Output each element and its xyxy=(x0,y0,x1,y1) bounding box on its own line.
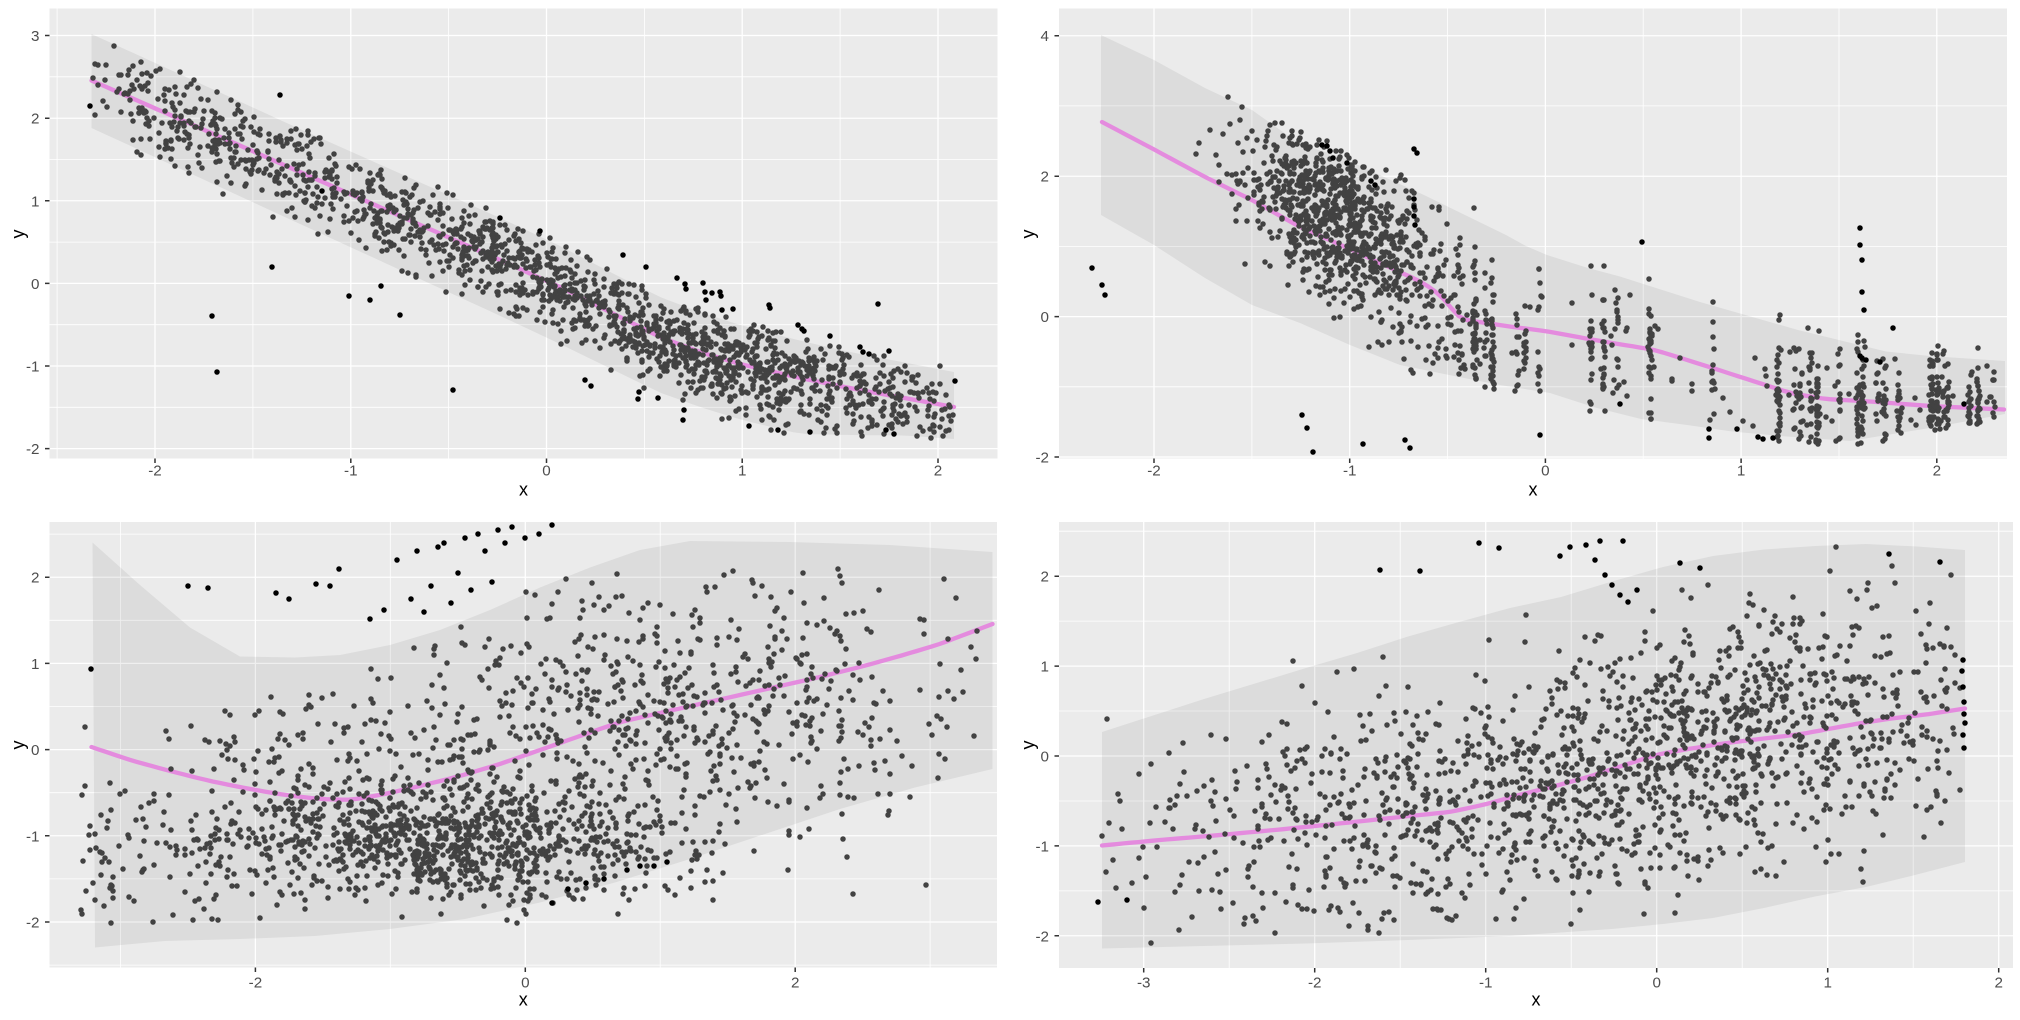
svg-text:y: y xyxy=(8,230,28,239)
svg-text:-1: -1 xyxy=(344,463,358,480)
svg-text:1: 1 xyxy=(738,463,746,480)
svg-text:-1: -1 xyxy=(26,359,40,376)
svg-text:2: 2 xyxy=(1933,463,1941,480)
svg-text:1: 1 xyxy=(1737,463,1745,480)
svg-text:0: 0 xyxy=(542,463,550,480)
svg-text:-2: -2 xyxy=(1035,450,1049,467)
svg-text:4: 4 xyxy=(1041,28,1049,45)
svg-text:-2: -2 xyxy=(148,463,162,480)
svg-text:-2: -2 xyxy=(1147,463,1161,480)
svg-text:x: x xyxy=(519,480,528,500)
svg-text:x: x xyxy=(1529,480,1538,500)
svg-text:3: 3 xyxy=(31,28,39,45)
svg-text:0: 0 xyxy=(31,276,39,293)
svg-text:1: 1 xyxy=(31,193,39,210)
svg-text:y: y xyxy=(1018,230,1038,239)
svg-text:2: 2 xyxy=(1041,169,1049,186)
svg-text:0: 0 xyxy=(1041,309,1049,326)
svg-text:-2: -2 xyxy=(26,441,40,458)
svg-text:-1: -1 xyxy=(1343,463,1357,480)
svg-text:2: 2 xyxy=(934,463,942,480)
svg-text:0: 0 xyxy=(1541,463,1549,480)
svg-text:2: 2 xyxy=(31,111,39,128)
